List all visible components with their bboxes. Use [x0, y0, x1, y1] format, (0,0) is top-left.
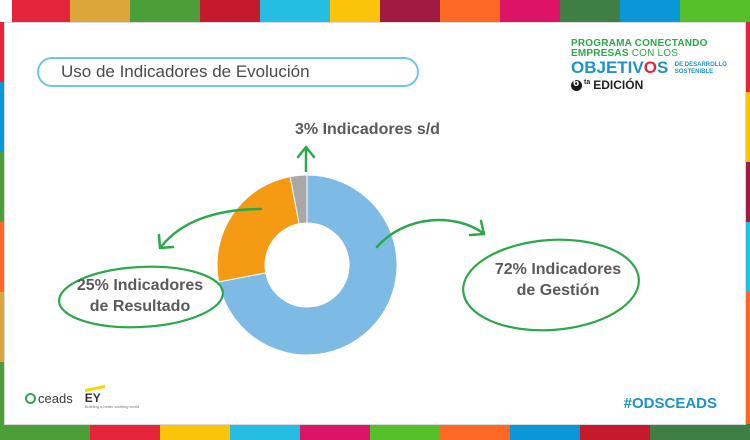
slide-title-text: Uso de Indicadores de Evolución — [61, 62, 310, 81]
label-resultado-line2: de Resultado — [89, 298, 191, 315]
highlight-ellipse-gestion — [462, 238, 640, 332]
ceads-logo-icon — [25, 392, 36, 404]
ey-logo: EY Building a better working world — [85, 387, 139, 409]
program-logo-small2: SOSTENIBLE — [674, 68, 714, 75]
arrow-left-curve-icon — [157, 207, 263, 250]
program-logo-edition: 6 ta EDICIÓN — [571, 76, 731, 92]
donut-slice-gestion — [218, 174, 398, 356]
program-logo-small: DE DESARROLLO SOSTENIBLE — [675, 62, 727, 75]
program-logo-objetivos-o: O — [643, 58, 657, 77]
program-logo-objetivos-pre: OBJETIV — [571, 58, 644, 77]
frame-band-left — [0, 22, 6, 428]
frame-band-right — [744, 22, 750, 428]
footer-logos: ceads EY Building a better working world — [25, 387, 139, 409]
label-resultado: 25% Indicadores de Resultado — [61, 275, 219, 317]
highlight-ellipse-resultado — [57, 265, 225, 329]
label-gestion-line2: de Gestión — [516, 282, 600, 299]
program-logo-line2-thin: CON LOS — [628, 48, 679, 59]
label-resultado-line1: 25% Indicadores — [76, 277, 204, 294]
donut-slice-resultado — [216, 176, 300, 283]
arrow-up-icon — [296, 145, 316, 173]
ey-logo-text: EY — [84, 391, 101, 405]
label-sin-datos-line1: 3% Indicadores s/d — [295, 121, 440, 138]
slide: Uso de Indicadores de Evolución PROGRAMA… — [4, 22, 746, 425]
label-gestion: 72% Indicadores de Gestión — [479, 259, 637, 301]
program-logo-small1: DE DESARROLLO — [674, 62, 727, 69]
program-logo: PROGRAMA CONECTANDO EMPRESAS CON LOS OBJ… — [571, 39, 731, 91]
frame-band-bottom — [0, 424, 750, 440]
edition-badge-icon: 6 — [571, 76, 582, 91]
ceads-logo: ceads — [25, 391, 73, 406]
program-logo-objetivos-row: OBJETIVOS DE DESARROLLO SOSTENIBLE — [571, 59, 731, 77]
ceads-logo-text: ceads — [38, 390, 73, 406]
program-logo-line2: EMPRESAS CON LOS — [571, 49, 731, 59]
program-logo-line1: PROGRAMA CONECTANDO — [571, 38, 708, 49]
edition-sup: ta — [584, 78, 591, 86]
label-gestion-line1: 72% Indicadores — [494, 261, 622, 278]
label-sin-datos: 3% Indicadores s/d — [295, 119, 440, 140]
program-logo-line2-bold: EMPRESAS — [571, 48, 629, 59]
edition-text: EDICIÓN — [593, 78, 644, 92]
edition-number: 6 — [573, 76, 580, 89]
program-logo-objetivos: OBJETIVOS — [571, 59, 668, 76]
frame-band-top — [0, 0, 750, 24]
ey-logo-tagline: Building a better working world — [84, 404, 140, 409]
program-logo-objetivos-post: S — [656, 58, 669, 77]
arrow-right-curve-icon — [375, 218, 486, 249]
donut-slice-sin-datos — [289, 174, 308, 225]
slide-title: Uso de Indicadores de Evolución — [37, 57, 419, 87]
hashtag: #ODSCEADS — [623, 395, 717, 412]
donut-chart — [57, 145, 640, 356]
